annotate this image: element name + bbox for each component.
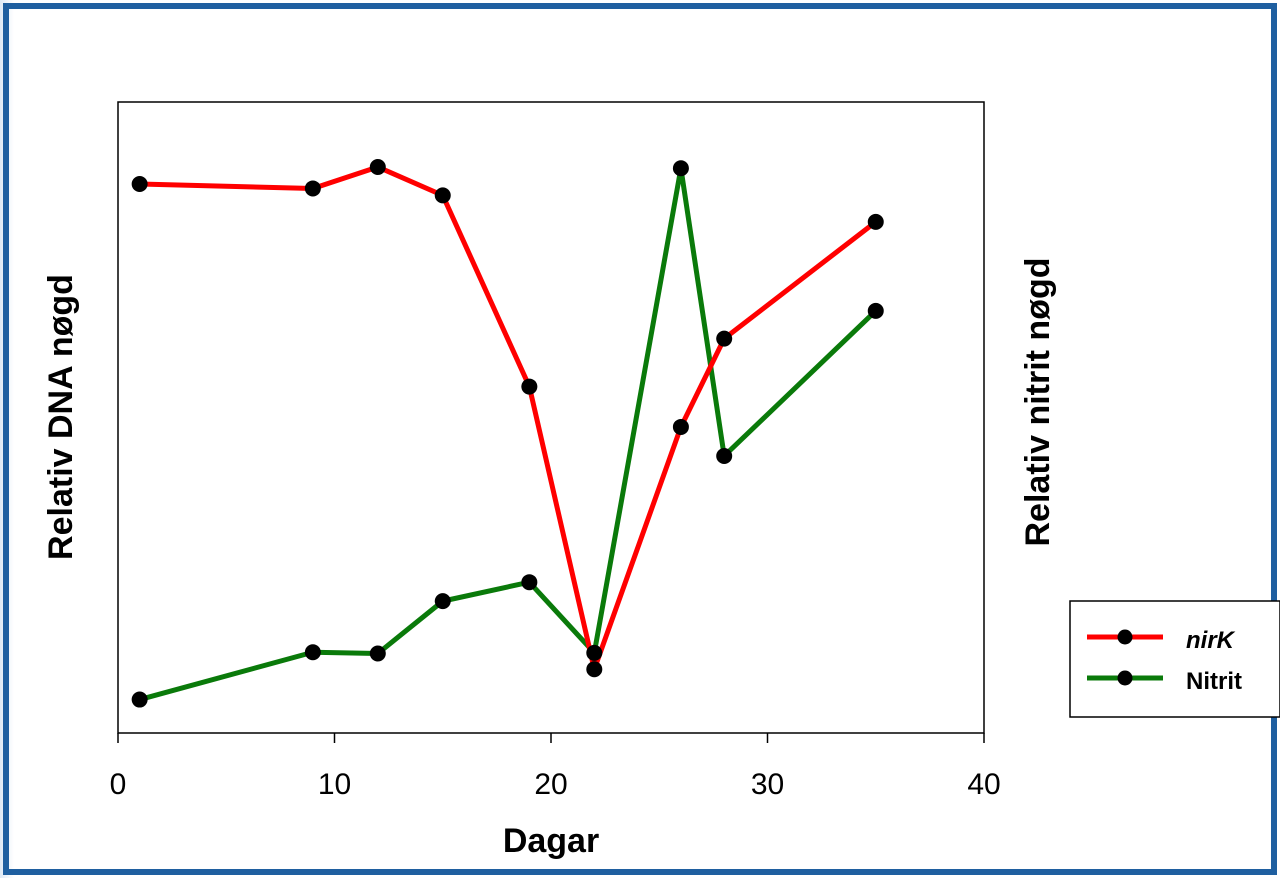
data-point-nirk <box>304 180 321 197</box>
plot-area <box>117 101 985 734</box>
data-point-nitrit <box>304 644 321 661</box>
legend: nirK Nitrit <box>1069 600 1280 718</box>
y-axis-left-title: Relativ DNA nøgd <box>42 274 80 560</box>
series-layer <box>131 158 884 708</box>
data-point-nirk <box>521 378 538 395</box>
x-tick-label: 40 <box>967 768 1000 801</box>
data-point-nitrit <box>716 447 733 464</box>
data-point-nitrit <box>434 593 451 610</box>
data-point-nirk <box>369 158 386 175</box>
y-axis-right-title: Relativ nitrit nøgd <box>1019 258 1057 547</box>
x-axis-ticks: 0 10 20 30 40 <box>110 733 1001 801</box>
x-axis-title: Dagar <box>503 822 599 860</box>
data-point-nitrit <box>369 645 386 662</box>
legend-marker-nirk <box>1117 629 1133 645</box>
data-point-nirk <box>672 418 689 435</box>
x-tick-label: 20 <box>534 768 567 801</box>
x-tick-label: 10 <box>318 768 351 801</box>
data-point-nirk <box>867 213 884 230</box>
data-point-nirk <box>434 187 451 204</box>
data-point-nirk <box>586 661 603 678</box>
legend-marker-nitrit <box>1117 670 1133 686</box>
legend-label-nitrit: Nitrit <box>1186 668 1242 695</box>
data-point-nitrit <box>521 574 538 591</box>
data-point-nirk <box>716 330 733 347</box>
x-tick-label: 0 <box>110 768 127 801</box>
legend-label-nirk: nirK <box>1186 627 1236 654</box>
data-point-nirk <box>131 176 148 193</box>
x-tick-label: 30 <box>751 768 784 801</box>
data-point-nitrit <box>672 160 689 177</box>
slide-border <box>3 3 1277 875</box>
data-point-nitrit <box>867 302 884 319</box>
legend-box <box>1069 600 1280 718</box>
data-point-nitrit <box>586 644 603 661</box>
data-point-nitrit <box>131 691 148 708</box>
